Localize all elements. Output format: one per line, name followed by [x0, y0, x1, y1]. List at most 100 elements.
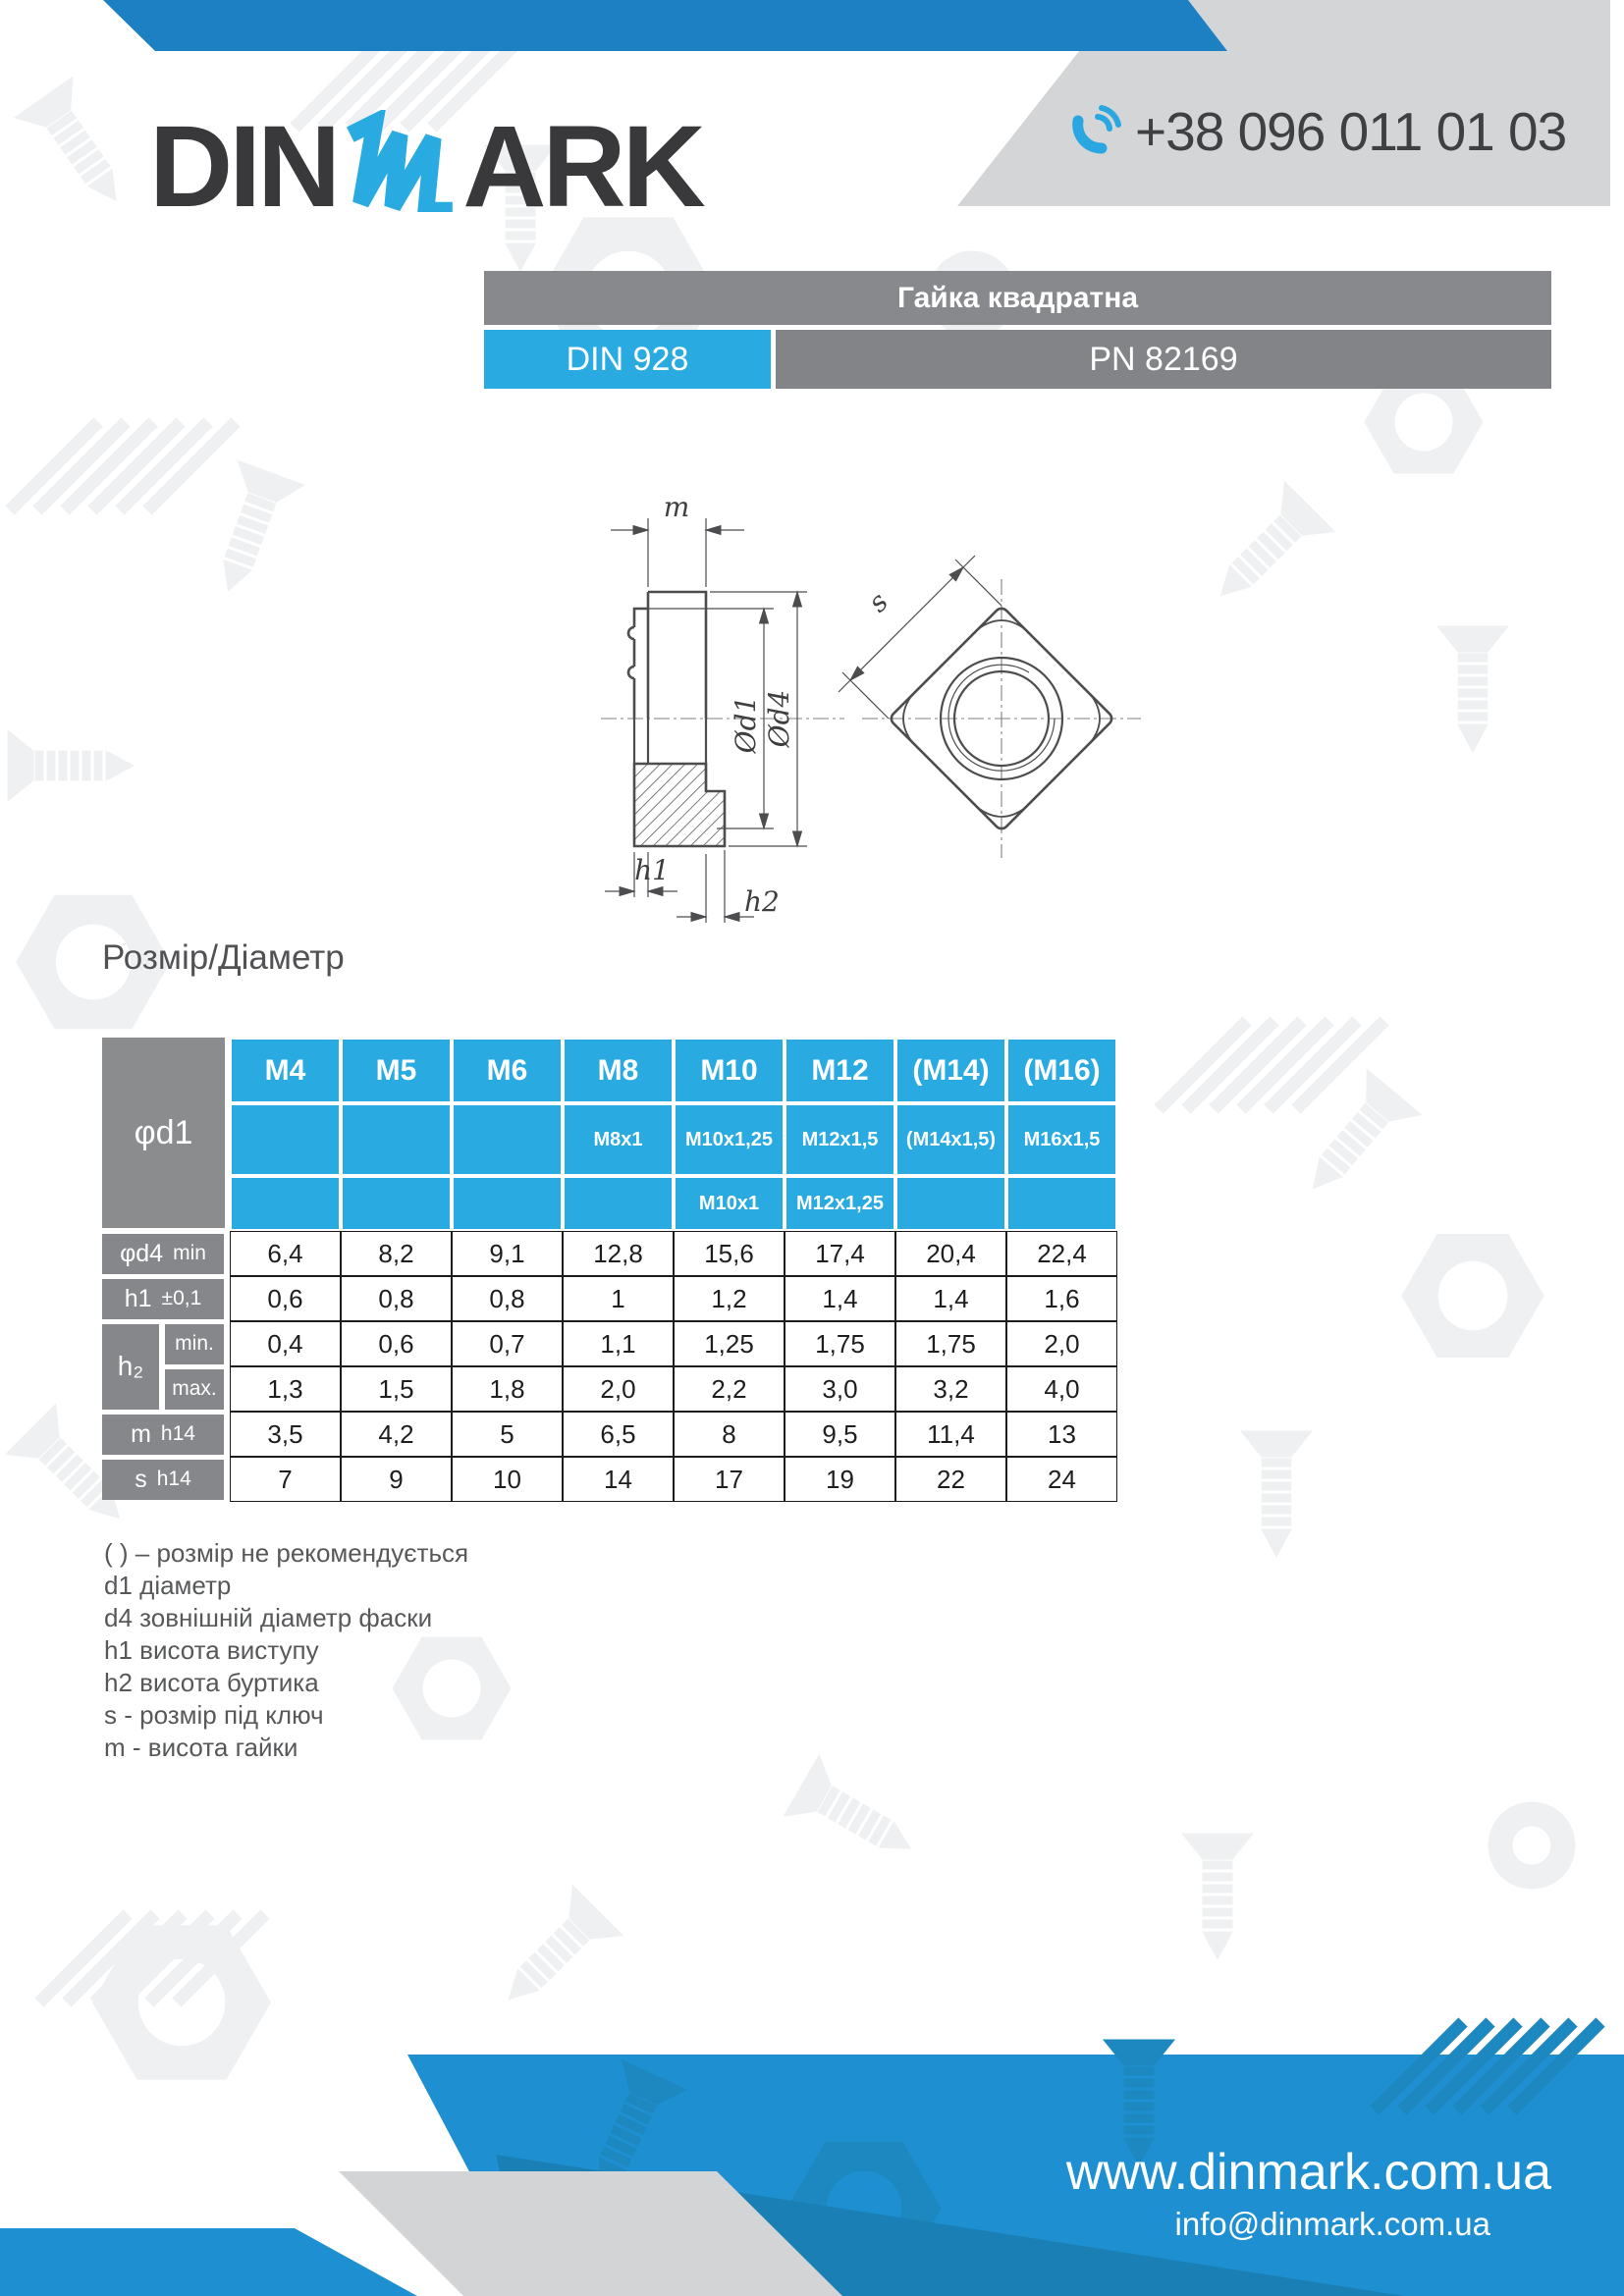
dim-label-s: s: [862, 586, 894, 618]
row-label: h1 ±0,1: [102, 1278, 224, 1319]
data-cell: 10: [452, 1457, 563, 1502]
data-cell: 11,4: [895, 1412, 1006, 1457]
legend-list: ( ) – розмір не рекомендується d1 діаметр…: [104, 1537, 468, 1764]
data-cell: 1,3: [230, 1366, 341, 1412]
data-cell: 20,4: [895, 1231, 1006, 1276]
col-header-variant: [341, 1103, 452, 1176]
data-cell: 0,4: [230, 1321, 341, 1366]
col-header-variant: [563, 1176, 674, 1231]
col-header: M4: [230, 1038, 341, 1103]
data-cell: 3,2: [895, 1366, 1006, 1412]
col-header-variant: [452, 1103, 563, 1176]
col-header: (M14): [895, 1038, 1006, 1103]
technical-drawing: m Ød1 Ød4 h1 h2 s: [601, 491, 1141, 923]
dim-label-d4: Ød4: [763, 690, 795, 749]
data-cell: 13: [1006, 1412, 1117, 1457]
data-cell: 4,0: [1006, 1366, 1117, 1412]
data-cell: 14: [563, 1457, 674, 1502]
col-header-variant: [895, 1176, 1006, 1231]
col-header-variant: [452, 1176, 563, 1231]
data-cell: 8: [674, 1412, 785, 1457]
dim-label-h1: h1: [634, 854, 670, 886]
dim-label-m: m: [664, 491, 690, 523]
col-header-variant: M12x1,5: [785, 1103, 895, 1176]
data-cell: 3,5: [230, 1412, 341, 1457]
data-cell: 1,4: [895, 1276, 1006, 1321]
col-header-variant: M8x1: [563, 1103, 674, 1176]
top-blue-band: [103, 0, 1227, 51]
data-cell: 9,1: [452, 1231, 563, 1276]
legend-line: ( ) – розмір не рекомендується: [104, 1538, 469, 1568]
col-header: M12: [785, 1038, 895, 1103]
email-link[interactable]: info@dinmark.com.ua: [1174, 2205, 1490, 2242]
data-cell: 2,0: [1006, 1321, 1117, 1366]
data-cell: 19: [785, 1457, 895, 1502]
data-cell: 1,2: [674, 1276, 785, 1321]
dim-label-h2: h2: [744, 885, 780, 918]
legend-line: s - розмір під ключ: [104, 1700, 324, 1730]
col-header: M8: [563, 1038, 674, 1103]
section-label: Розмір/Діаметр: [102, 938, 345, 977]
footer-contacts: www.dinmark.com.ua info@dinmark.com.ua: [1066, 2146, 1551, 2243]
data-cell: 15,6: [674, 1231, 785, 1276]
phone-number: +38 096 011 01 03: [1135, 101, 1567, 162]
data-cell: 2,0: [563, 1366, 674, 1412]
col-header-variant: M16x1,5: [1006, 1103, 1117, 1176]
col-header-variant: M10x1: [674, 1176, 785, 1231]
row-label: m h14: [102, 1414, 224, 1455]
col-header-variant: (M14x1,5): [895, 1103, 1006, 1176]
data-cell: 1,4: [785, 1276, 895, 1321]
data-cell: 1,75: [895, 1321, 1006, 1366]
standard-din-badge: DIN 928: [484, 330, 771, 389]
size-table: φd1 M4 M5 M6 M8 M8x1 M10 M10x1,25 M10x1 M12 M12x1,…: [102, 1038, 1117, 1502]
col-header-variant: [341, 1176, 452, 1231]
data-cell: 17: [674, 1457, 785, 1502]
data-cell: 2,2: [674, 1366, 785, 1412]
data-cell: 6,4: [230, 1231, 341, 1276]
legend-line: d4 зовнішній діаметр фаски: [104, 1603, 433, 1632]
logo-text-din: DIN: [149, 102, 341, 232]
product-title-bar: Гайка квадратна: [484, 271, 1551, 325]
logo-text-ark: ARK: [462, 102, 706, 232]
website-link[interactable]: www.dinmark.com.ua: [1065, 2144, 1551, 2201]
data-cell: 0,8: [341, 1276, 452, 1321]
data-cell: 1,75: [785, 1321, 895, 1366]
data-cell: 1,6: [1006, 1276, 1117, 1321]
phone-contact: +38 096 011 01 03: [1068, 100, 1567, 163]
data-cell: 1,25: [674, 1321, 785, 1366]
col-header: M6: [452, 1038, 563, 1103]
data-cell: 1,5: [341, 1366, 452, 1412]
data-cell: 5: [452, 1412, 563, 1457]
data-cell: 6,5: [563, 1412, 674, 1457]
col-header-variant: [230, 1103, 341, 1176]
data-cell: 9: [341, 1457, 452, 1502]
row-label: φd4 min: [102, 1233, 224, 1274]
col-header-variant: M12x1,25: [785, 1176, 895, 1231]
row-label: s h14: [102, 1459, 224, 1500]
logo: DIN ARK: [149, 102, 706, 232]
col-header-variant: [230, 1176, 341, 1231]
row-sublabel: max.: [165, 1368, 224, 1410]
data-cell: 3,0: [785, 1366, 895, 1412]
legend-line: m - висота гайки: [104, 1733, 298, 1762]
col-header-variant: [1006, 1176, 1117, 1231]
data-cell: 12,8: [563, 1231, 674, 1276]
data-cell: 17,4: [785, 1231, 895, 1276]
data-cell: 7: [230, 1457, 341, 1502]
data-cell: 8,2: [341, 1231, 452, 1276]
data-cell: 0,6: [230, 1276, 341, 1321]
phone-icon: [1072, 105, 1121, 154]
data-cell: 24: [1006, 1457, 1117, 1502]
data-cell: 0,8: [452, 1276, 563, 1321]
data-cell: 9,5: [785, 1412, 895, 1457]
legend-line: h1 висота виступу: [104, 1635, 319, 1665]
data-cell: 22: [895, 1457, 1006, 1502]
legend-line: d1 діаметр: [104, 1571, 232, 1600]
data-cell: 1: [563, 1276, 674, 1321]
legend-line: h2 висота буртика: [104, 1668, 319, 1697]
row-sublabel: min.: [165, 1323, 224, 1364]
standard-pn-badge: PN 82169: [776, 330, 1551, 389]
footer-decor: [0, 1963, 1624, 2296]
col-header-variant: M10x1,25: [674, 1103, 785, 1176]
col-header: M5: [341, 1038, 452, 1103]
